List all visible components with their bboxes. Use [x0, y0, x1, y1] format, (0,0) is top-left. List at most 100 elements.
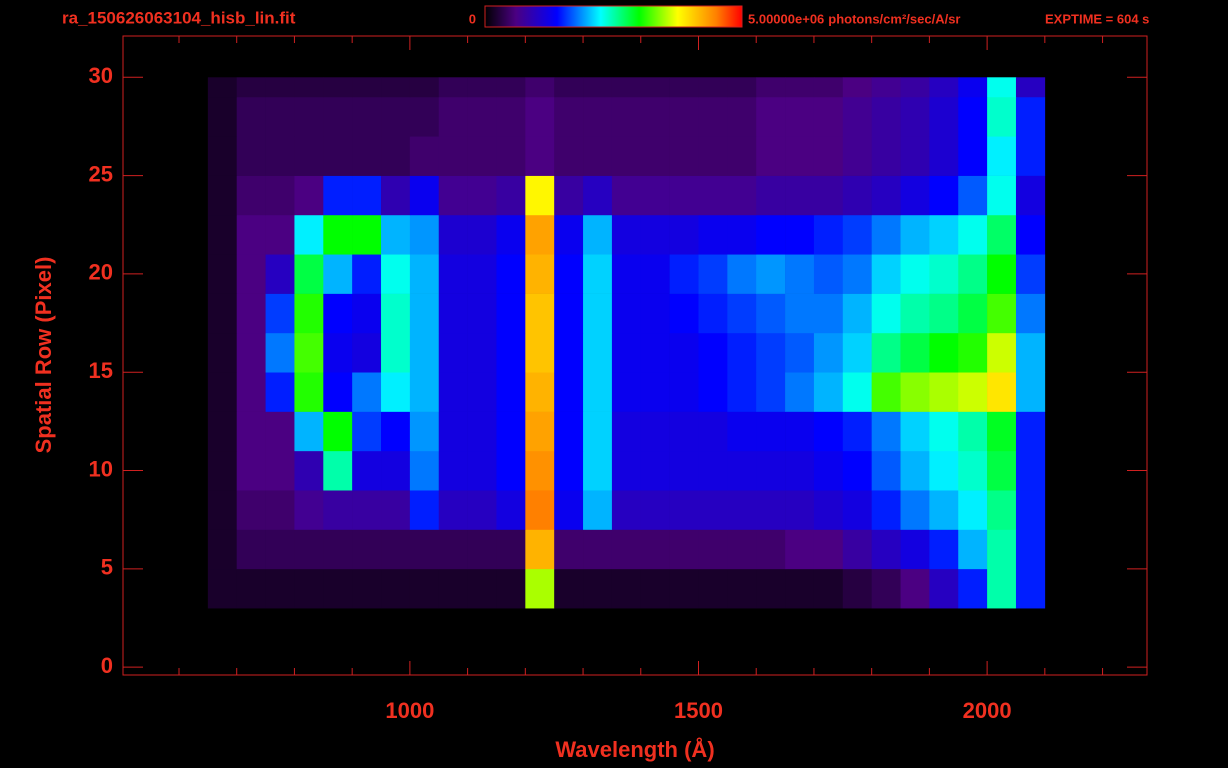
heatmap-cell: [900, 254, 930, 294]
heatmap-cell: [669, 411, 699, 452]
heatmap-cell: [496, 332, 526, 373]
heatmap-cell: [323, 490, 353, 530]
heatmap-cell: [467, 490, 497, 530]
heatmap-cell: [611, 332, 642, 373]
heatmap-cell: [785, 254, 815, 294]
heatmap-cell: [409, 214, 440, 255]
heatmap-cell: [929, 411, 959, 452]
heatmap-cell: [987, 411, 1017, 452]
heatmap-cell: [294, 96, 324, 137]
heatmap-cell: [611, 568, 642, 609]
heatmap-cell: [929, 77, 959, 98]
heatmap-cell: [611, 136, 642, 176]
heatmap-cell: [381, 214, 411, 255]
heatmap-cell: [236, 490, 266, 530]
heatmap-cell: [409, 372, 440, 412]
heatmap-cell: [669, 77, 699, 98]
heatmap-cell: [842, 96, 872, 137]
heatmap-cell: [352, 332, 382, 373]
heatmap-cell: [785, 77, 815, 98]
heatmap-cell: [409, 490, 440, 530]
y-tick-label: 15: [89, 358, 113, 383]
heatmap-cell: [785, 332, 815, 373]
heatmap-cell: [294, 77, 324, 98]
heatmap-cell: [929, 372, 959, 412]
heatmap-cell: [900, 332, 930, 373]
heatmap-cell: [611, 293, 642, 334]
heatmap-cell: [900, 293, 930, 334]
heatmap-cell: [640, 332, 670, 373]
heatmap-cell: [265, 136, 295, 176]
heatmap-cell: [236, 568, 266, 609]
heatmap-cell: [352, 411, 382, 452]
heatmap-cell: [1015, 96, 1046, 137]
heatmap-cell: [294, 529, 324, 570]
heatmap-cell: [294, 254, 324, 294]
heatmap-cell: [640, 214, 670, 255]
heatmap-cell: [381, 254, 411, 294]
heatmap-cell: [669, 214, 699, 255]
heatmap-cell: [525, 77, 555, 98]
heatmap-cell: [467, 450, 497, 491]
heatmap-cell: [583, 411, 613, 452]
heatmap-cell: [409, 411, 440, 452]
heatmap-cell: [756, 411, 786, 452]
heatmap-cell: [265, 293, 295, 334]
heatmap-cell: [611, 175, 642, 216]
heatmap-cell: [987, 332, 1017, 373]
heatmap-cell: [698, 529, 728, 570]
heatmap-cell: [842, 490, 872, 530]
heatmap-cell: [900, 214, 930, 255]
heatmap-cell: [929, 332, 959, 373]
heatmap-cell: [409, 332, 440, 373]
heatmap-cell: [409, 254, 440, 294]
heatmap-cell: [842, 136, 872, 176]
x-tick-label: 1000: [385, 698, 434, 723]
heatmap-cell: [1015, 529, 1046, 570]
heatmap-cell: [583, 254, 613, 294]
heatmap-cell: [236, 529, 266, 570]
heatmap-cell: [698, 96, 728, 137]
heatmap-cell: [294, 490, 324, 530]
heatmap-cell: [1015, 568, 1046, 609]
heatmap-cell: [236, 136, 266, 176]
heatmap-cell: [294, 372, 324, 412]
heatmap-cell: [352, 529, 382, 570]
heatmap-cell: [813, 490, 844, 530]
heatmap-cell: [323, 332, 353, 373]
heatmap-cell: [813, 96, 844, 137]
heatmap-cell: [381, 450, 411, 491]
heatmap-cell: [207, 529, 238, 570]
heatmap-cell: [467, 332, 497, 373]
heatmap-cell: [496, 96, 526, 137]
heatmap-cell: [929, 450, 959, 491]
heatmap-cell: [525, 372, 555, 412]
heatmap-cell: [987, 96, 1017, 137]
heatmap-cell: [438, 568, 468, 609]
heatmap-cell: [496, 411, 526, 452]
heatmap-cell: [294, 332, 324, 373]
heatmap-cell: [409, 77, 440, 98]
heatmap-cell: [727, 490, 757, 530]
heatmap-cell: [496, 136, 526, 176]
heatmap-cell: [958, 411, 988, 452]
heatmap-cell: [207, 372, 238, 412]
heatmap-cell: [698, 372, 728, 412]
heatmap-cell: [958, 293, 988, 334]
heatmap-cell: [236, 77, 266, 98]
heatmap-cell: [727, 96, 757, 137]
heatmap-cell: [871, 450, 901, 491]
heatmap-cell: [554, 136, 584, 176]
heatmap-cell: [323, 96, 353, 137]
heatmap-cell: [900, 490, 930, 530]
heatmap-cell: [611, 77, 642, 98]
y-tick-label: 10: [89, 456, 113, 481]
heatmap-cell: [323, 293, 353, 334]
heatmap-cell: [987, 175, 1017, 216]
heatmap-cell: [669, 332, 699, 373]
heatmap-cell: [236, 450, 266, 491]
heatmap-cell: [236, 175, 266, 216]
heatmap-cell: [381, 490, 411, 530]
heatmap-cell: [496, 77, 526, 98]
heatmap-cell: [698, 411, 728, 452]
